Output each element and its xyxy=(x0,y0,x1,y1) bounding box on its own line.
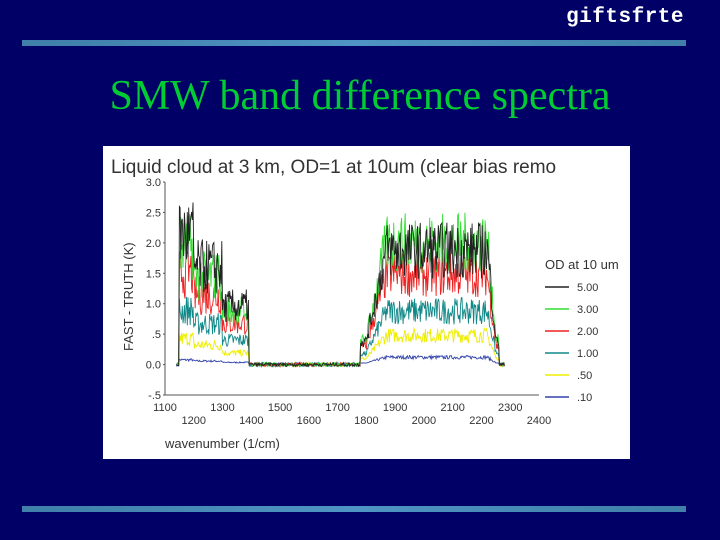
x-tick-label: 1900 xyxy=(383,402,407,414)
legend-label: .50 xyxy=(577,370,592,382)
y-tick-label: 2.0 xyxy=(146,238,161,250)
x-tick-label: 1300 xyxy=(210,402,234,414)
top-divider xyxy=(22,40,686,46)
x-tick-label: 1500 xyxy=(268,402,292,414)
series-line xyxy=(176,202,505,368)
series-line xyxy=(176,327,505,368)
spectra-chart: Liquid cloud at 3 km, OD=1 at 10um (clea… xyxy=(111,157,619,451)
y-tick-label: 3.0 xyxy=(146,177,161,189)
y-tick-label: 1.5 xyxy=(146,268,161,280)
x-axis-label: wavenumber (1/cm) xyxy=(164,436,280,451)
axes-layer xyxy=(164,182,539,396)
series-layer xyxy=(176,202,505,368)
legend-title: OD at 10 um xyxy=(545,257,619,272)
x-tick-label: 2300 xyxy=(498,402,522,414)
x-tick-label: 2000 xyxy=(412,415,436,427)
y-axis-label: FAST - TRUTH (K) xyxy=(121,242,136,351)
legend-label: 2.00 xyxy=(577,326,598,338)
legend: OD at 10 um 5.00 3.00 2.00 1.00 .50 .10 xyxy=(545,257,619,404)
y-tick-label: -.5 xyxy=(148,390,161,402)
legend-label: .10 xyxy=(577,392,592,404)
y-tick-labels: 3.0 2.5 2.0 1.5 1.0 .5 0.0 -.5 xyxy=(146,177,165,402)
bottom-divider xyxy=(22,506,686,512)
x-tick-label: 2400 xyxy=(527,415,551,427)
series-line xyxy=(176,246,505,368)
chart-panel: Liquid cloud at 3 km, OD=1 at 10um (clea… xyxy=(103,146,630,459)
x-tick-label: 1400 xyxy=(239,415,263,427)
y-tick-label: 1.0 xyxy=(146,299,161,311)
legend-label: 1.00 xyxy=(577,348,598,360)
legend-label: 5.00 xyxy=(577,282,598,294)
x-tick-label: 1600 xyxy=(297,415,321,427)
y-tick-label: 2.5 xyxy=(146,207,161,219)
slide-title: SMW band difference spectra xyxy=(109,73,611,119)
x-tick-labels: 1100 1300 1500 1700 1900 2100 2300 1200 1400 1600… xyxy=(153,402,551,427)
x-tick-label: 1700 xyxy=(325,402,349,414)
x-tick-label: 1200 xyxy=(182,415,206,427)
chart-title: Liquid cloud at 3 km, OD=1 at 10um (clea… xyxy=(111,157,556,178)
y-tick-label: .5 xyxy=(152,329,161,341)
brand-label: giftsfrte xyxy=(566,6,684,29)
legend-label: 3.00 xyxy=(577,304,598,316)
x-tick-label: 1800 xyxy=(354,415,378,427)
x-tick-label: 2100 xyxy=(440,402,464,414)
x-tick-label: 1100 xyxy=(153,402,177,414)
x-tick-label: 2200 xyxy=(469,415,493,427)
y-tick-label: 0.0 xyxy=(146,360,161,372)
